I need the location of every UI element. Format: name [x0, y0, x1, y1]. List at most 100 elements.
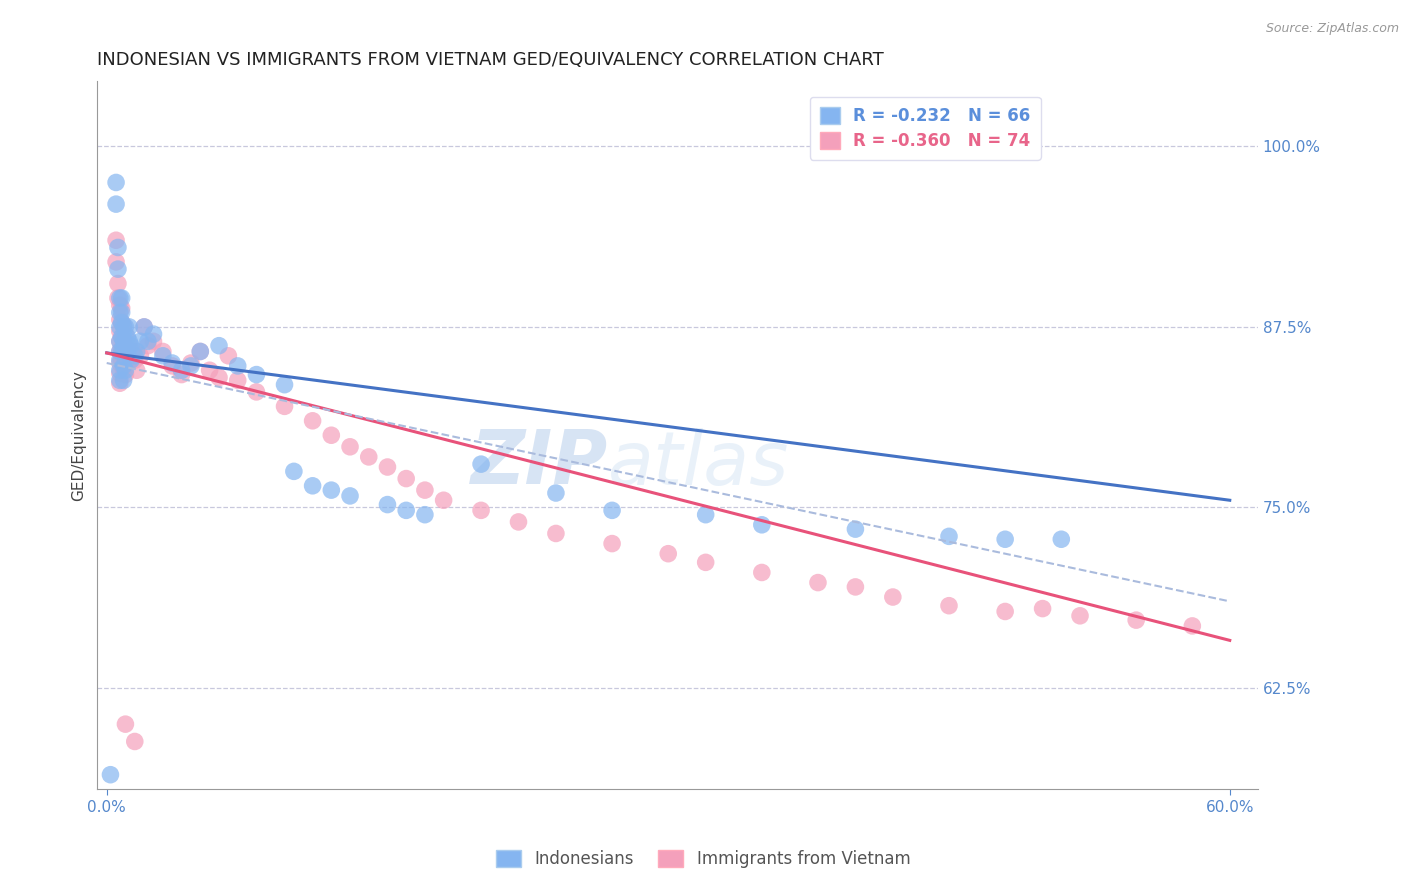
Text: ZIP: ZIP — [471, 427, 607, 500]
Point — [124, 349, 146, 363]
Point — [188, 344, 211, 359]
Point — [142, 327, 165, 342]
Point — [108, 376, 131, 391]
Point — [122, 344, 145, 359]
Text: atlas: atlas — [607, 427, 789, 500]
Point — [339, 440, 361, 454]
Point — [108, 319, 131, 334]
Point — [301, 479, 323, 493]
Point — [470, 503, 492, 517]
Point — [508, 515, 530, 529]
Point — [413, 483, 436, 497]
Point — [112, 373, 135, 387]
Point — [118, 339, 141, 353]
Point — [100, 767, 122, 781]
Point — [1069, 608, 1091, 623]
Point — [112, 349, 135, 363]
Point — [124, 734, 146, 748]
Text: INDONESIAN VS IMMIGRANTS FROM VIETNAM GED/EQUIVALENCY CORRELATION CHART: INDONESIAN VS IMMIGRANTS FROM VIETNAM GE… — [97, 51, 884, 69]
Point — [125, 363, 148, 377]
Point — [124, 353, 146, 368]
Point — [600, 503, 623, 517]
Point — [112, 334, 135, 349]
Point — [114, 717, 136, 731]
Point — [117, 330, 139, 344]
Point — [938, 529, 960, 543]
Point — [114, 363, 136, 377]
Point — [125, 344, 148, 359]
Point — [108, 373, 131, 387]
Y-axis label: GED/Equivalency: GED/Equivalency — [72, 370, 86, 500]
Point — [751, 517, 773, 532]
Point — [112, 363, 135, 377]
Point — [188, 344, 211, 359]
Point — [152, 344, 174, 359]
Text: Source: ZipAtlas.com: Source: ZipAtlas.com — [1265, 22, 1399, 36]
Point — [111, 344, 134, 359]
Point — [994, 605, 1017, 619]
Point — [273, 377, 295, 392]
Point — [105, 176, 128, 190]
Point — [114, 319, 136, 334]
Point — [470, 457, 492, 471]
Point — [751, 566, 773, 580]
Point — [111, 330, 134, 344]
Point — [112, 318, 135, 333]
Point — [134, 319, 156, 334]
Point — [120, 339, 142, 353]
Point — [208, 370, 231, 384]
Point — [245, 368, 267, 382]
Point — [114, 342, 136, 356]
Point — [108, 334, 131, 349]
Point — [108, 356, 131, 370]
Point — [108, 344, 131, 359]
Point — [105, 233, 128, 247]
Point — [111, 330, 134, 344]
Point — [170, 368, 193, 382]
Point — [1032, 601, 1054, 615]
Point — [111, 301, 134, 315]
Point — [198, 363, 221, 377]
Point — [226, 373, 249, 387]
Point — [112, 344, 135, 359]
Point — [108, 324, 131, 338]
Point — [112, 334, 135, 349]
Point — [695, 555, 717, 569]
Point — [321, 483, 343, 497]
Point — [882, 590, 904, 604]
Point — [544, 486, 567, 500]
Point — [1181, 619, 1204, 633]
Point — [108, 291, 131, 305]
Point — [208, 339, 231, 353]
Point — [395, 503, 418, 517]
Point — [245, 384, 267, 399]
Legend: Indonesians, Immigrants from Vietnam: Indonesians, Immigrants from Vietnam — [489, 843, 917, 875]
Point — [111, 316, 134, 330]
Point — [160, 359, 183, 373]
Point — [273, 400, 295, 414]
Point — [433, 493, 456, 508]
Point — [129, 349, 152, 363]
Point — [339, 489, 361, 503]
Point — [657, 547, 679, 561]
Point — [118, 319, 141, 334]
Point — [112, 359, 135, 373]
Point — [118, 334, 141, 349]
Point — [111, 342, 134, 356]
Point — [129, 334, 152, 349]
Point — [111, 353, 134, 368]
Point — [108, 312, 131, 326]
Point — [107, 240, 129, 254]
Point — [117, 344, 139, 359]
Point — [136, 339, 159, 353]
Point — [107, 262, 129, 277]
Point — [1050, 533, 1073, 547]
Point — [844, 522, 866, 536]
Point — [695, 508, 717, 522]
Point — [107, 277, 129, 291]
Point — [170, 363, 193, 377]
Point — [180, 356, 202, 370]
Point — [994, 533, 1017, 547]
Point — [120, 353, 142, 368]
Point — [142, 334, 165, 349]
